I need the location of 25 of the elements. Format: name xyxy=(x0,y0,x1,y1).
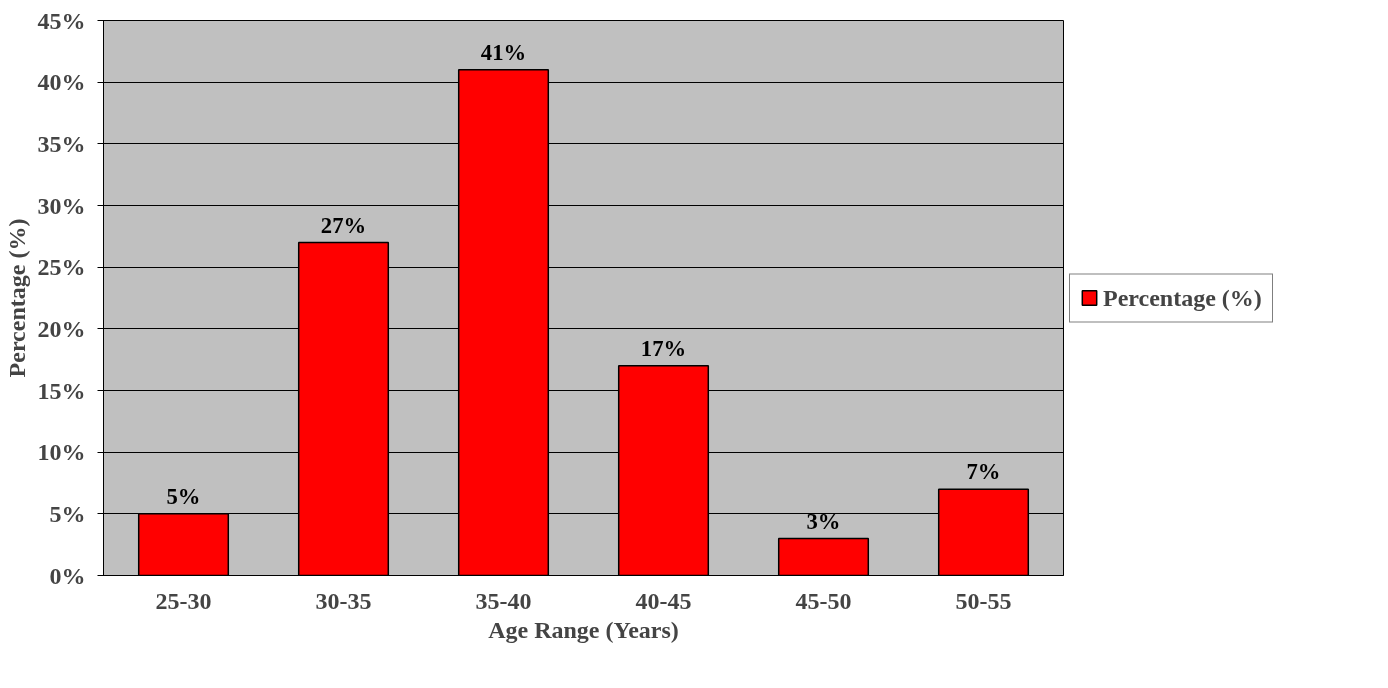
y-axis-title: Percentage (%) xyxy=(3,218,30,378)
y-tick-label: 20% xyxy=(37,315,86,342)
x-tick-label: 35-40 xyxy=(475,587,532,614)
y-tick-label: 35% xyxy=(37,130,86,157)
text: 7% xyxy=(966,459,1001,485)
y-tick-label: 25% xyxy=(37,254,86,281)
y-tick-label: 10% xyxy=(37,439,86,466)
x-tick-label: 50-55 xyxy=(955,587,1012,614)
x-axis-title: Age Range (Years) xyxy=(488,616,679,643)
y-tick-label: 45% xyxy=(37,7,86,34)
y-tick-label: 30% xyxy=(37,192,86,219)
text: 5% xyxy=(166,483,201,509)
text: 27% xyxy=(320,212,367,238)
y-tick-label: 15% xyxy=(37,377,86,404)
x-tick-label: 45-50 xyxy=(795,587,852,614)
y-tick-label: 5% xyxy=(49,500,86,527)
y-tick-label: 40% xyxy=(37,69,86,96)
x-tick-label: 25-30 xyxy=(155,587,212,614)
legend-label: Percentage (%) xyxy=(1103,284,1262,311)
x-tick-label: 30-35 xyxy=(315,587,372,614)
y-tick-label: 0% xyxy=(49,562,86,589)
x-tick-label: 40-45 xyxy=(635,587,692,614)
text: 17% xyxy=(640,335,687,361)
text: 41% xyxy=(480,39,527,65)
text: 3% xyxy=(806,508,841,534)
